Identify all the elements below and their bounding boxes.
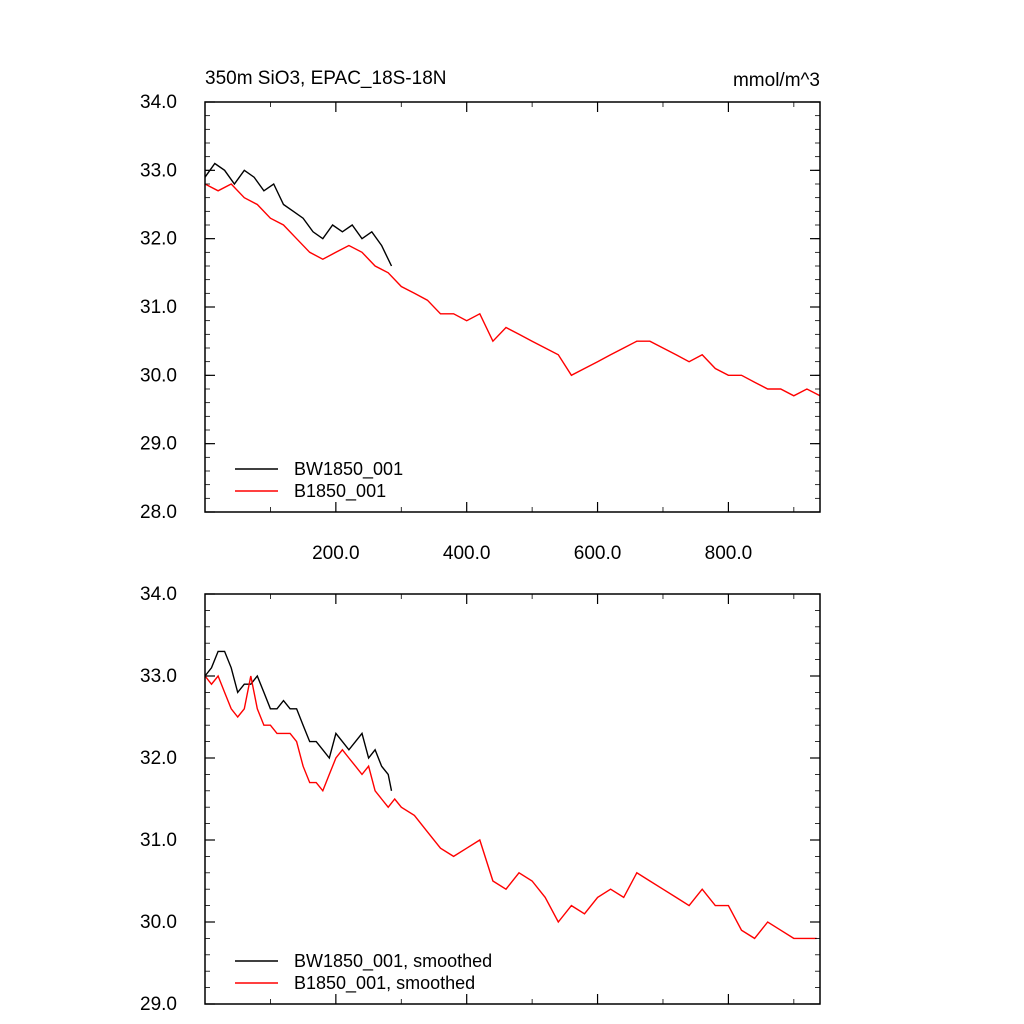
top-panel: 350m SiO3, EPAC_18S-18N mmol/m^3 28.0 29.… <box>140 68 821 564</box>
series-line-bw1850-001 <box>204 162 393 267</box>
y-tick-label: 29.0 <box>140 434 177 455</box>
legend-label-bw1850: BW1850_001 <box>294 459 403 480</box>
y-tick-label: 30.0 <box>140 365 177 386</box>
x-tick-label: 400.0 <box>443 543 491 564</box>
y-tick-label: 31.0 <box>140 830 177 851</box>
y-tick-label: 33.0 <box>140 160 177 181</box>
y-tick-label: 34.0 <box>140 584 177 605</box>
legend-label-bw1850-smoothed: BW1850_001, smoothed <box>294 951 492 972</box>
x-tick-label: 800.0 <box>705 543 753 564</box>
x-tick-label: 600.0 <box>574 543 622 564</box>
y-tick-label: 31.0 <box>140 297 177 318</box>
plot-frame <box>204 101 821 513</box>
series-line-bw1850-001-smoothed <box>204 650 393 791</box>
bottom-panel: 29.0 30.0 31.0 32.0 33.0 34.0 BW1850_001, smo… <box>140 584 821 1015</box>
series-line-b1850-001 <box>204 183 821 397</box>
chart-title: 350m SiO3, EPAC_18S-18N <box>205 68 447 89</box>
legend-label-b1850-smoothed: B1850_001, smoothed <box>294 973 475 994</box>
y-tick-label: 28.0 <box>140 502 177 523</box>
y-tick-label: 33.0 <box>140 666 177 687</box>
y-tick-label: 32.0 <box>140 748 177 769</box>
legend-smoothed: BW1850_001, smoothed B1850_001, smoothed <box>235 951 492 994</box>
x-tick-label: 200.0 <box>312 543 360 564</box>
units-label: mmol/m^3 <box>733 70 820 91</box>
series-line-b1850-001-smoothed <box>204 674 817 940</box>
y-tick-label: 32.0 <box>140 229 177 250</box>
plot-frame-smoothed <box>204 593 821 1005</box>
y-tick-label: 30.0 <box>140 912 177 933</box>
legend-label-b1850: B1850_001 <box>294 481 386 502</box>
legend: BW1850_001 B1850_001 <box>235 459 403 502</box>
y-tick-label: 29.0 <box>140 994 177 1015</box>
y-tick-label: 34.0 <box>140 92 177 113</box>
